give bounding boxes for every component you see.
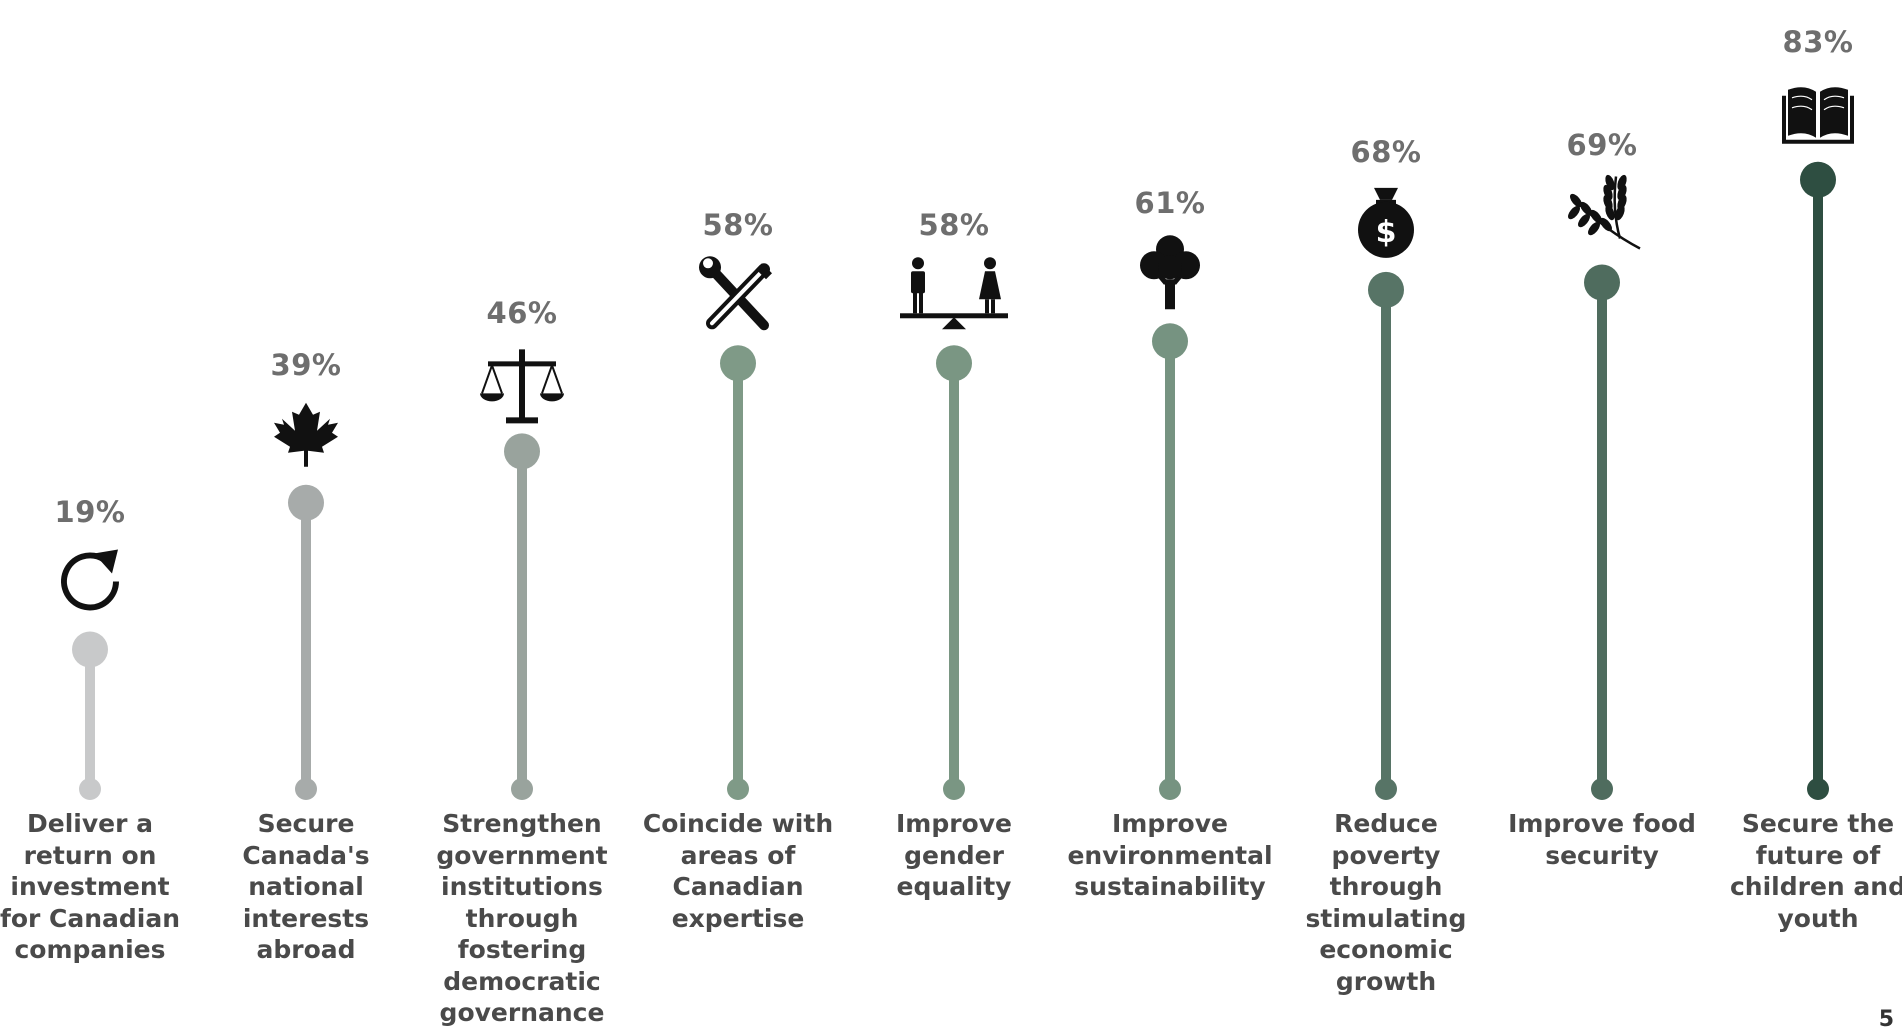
stem-7	[1381, 289, 1391, 789]
value-label-5: 58%	[918, 208, 990, 243]
stem-4	[733, 363, 743, 789]
stem-3	[517, 451, 527, 789]
base-dot-4	[727, 778, 749, 800]
value-dot-1	[72, 631, 108, 668]
base-dot-6	[1159, 778, 1181, 800]
category-label-2: Secure Canada's national interests abroa…	[242, 809, 370, 964]
category-label-8: Improve food security	[1508, 809, 1696, 870]
value-dot-9	[1800, 161, 1836, 198]
gender-balance-icon	[900, 257, 1008, 330]
category-label-7: Reduce poverty through stimulating econo…	[1305, 809, 1467, 996]
value-label-1: 19%	[54, 494, 126, 529]
base-dot-7	[1375, 778, 1397, 800]
category-label-9: Secure the future of children and youth	[1729, 809, 1902, 933]
value-dot-8	[1584, 264, 1620, 301]
stem-5	[949, 363, 959, 789]
stem-6	[1165, 341, 1175, 789]
base-dot-5	[943, 778, 965, 800]
tree-icon	[1140, 235, 1200, 310]
value-dot-6	[1152, 323, 1188, 360]
base-dot-2	[295, 778, 317, 800]
stem-8	[1597, 282, 1607, 789]
value-dot-5	[936, 345, 972, 382]
value-dot-7	[1368, 271, 1404, 308]
value-label-6: 61%	[1134, 186, 1206, 221]
value-label-3: 46%	[486, 296, 558, 331]
base-dot-3	[511, 778, 533, 800]
category-label-1: Deliver a return on investment for Canad…	[0, 809, 181, 964]
value-dot-2	[288, 484, 324, 521]
svg-text:$: $	[1376, 215, 1397, 250]
scales-of-justice-icon	[480, 349, 564, 424]
wheat-icon	[1568, 174, 1641, 250]
value-label-4: 58%	[702, 208, 774, 243]
book-icon	[1782, 87, 1854, 144]
value-dot-3	[504, 433, 540, 470]
tools-icon	[699, 256, 772, 331]
base-dot-8	[1591, 778, 1613, 800]
refresh-icon	[61, 549, 119, 611]
category-label-4: Coincide with areas of Canadian expertis…	[642, 809, 834, 933]
value-label-9: 83%	[1782, 24, 1854, 59]
value-label-2: 39%	[270, 347, 342, 382]
category-label-6: Improve environmental sustainability	[1067, 809, 1273, 901]
stem-9	[1813, 179, 1823, 789]
category-label-3: Strengthen government institutions throu…	[436, 809, 608, 1027]
stem-1	[85, 649, 95, 789]
stem-2	[301, 502, 311, 789]
page-number: 5	[1878, 1007, 1894, 1032]
maple-leaf-icon	[274, 402, 338, 467]
value-dot-4	[720, 345, 756, 382]
value-label-7: 68%	[1350, 134, 1422, 169]
category-label-5: Improve gender equality	[895, 809, 1012, 901]
base-dot-9	[1807, 778, 1829, 800]
base-dot-1	[79, 778, 101, 800]
value-label-8: 69%	[1566, 127, 1638, 162]
money-bag-icon: $	[1358, 187, 1414, 258]
